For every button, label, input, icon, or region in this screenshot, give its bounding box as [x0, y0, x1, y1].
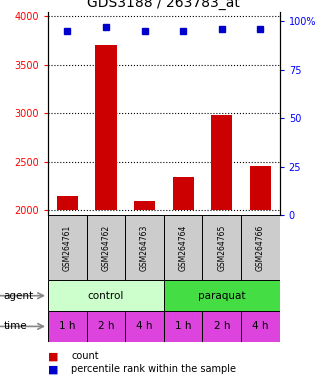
Text: 1 h: 1 h: [59, 321, 75, 331]
Text: GSM264762: GSM264762: [101, 225, 111, 271]
Text: ■: ■: [48, 364, 59, 374]
Text: ■: ■: [48, 351, 59, 361]
Text: GSM264765: GSM264765: [217, 225, 226, 271]
Bar: [164, 311, 203, 342]
Bar: [172, 177, 194, 210]
Bar: [203, 215, 241, 280]
Bar: [125, 311, 164, 342]
Text: percentile rank within the sample: percentile rank within the sample: [71, 364, 236, 374]
Bar: [203, 311, 241, 342]
Title: GDS3188 / 263783_at: GDS3188 / 263783_at: [87, 0, 240, 10]
Bar: [57, 196, 78, 210]
Bar: [164, 215, 203, 280]
Bar: [241, 311, 280, 342]
Bar: [241, 215, 280, 280]
Text: 4 h: 4 h: [252, 321, 269, 331]
Text: 2 h: 2 h: [213, 321, 230, 331]
Bar: [48, 280, 164, 311]
Text: 1 h: 1 h: [175, 321, 191, 331]
Text: 2 h: 2 h: [98, 321, 114, 331]
Text: GSM264763: GSM264763: [140, 225, 149, 271]
Text: agent: agent: [3, 291, 33, 301]
Bar: [87, 311, 125, 342]
Bar: [134, 200, 155, 210]
Bar: [211, 115, 232, 210]
Text: time: time: [3, 321, 27, 331]
Bar: [48, 311, 87, 342]
Bar: [48, 215, 87, 280]
Text: GSM264766: GSM264766: [256, 225, 265, 271]
Bar: [87, 215, 125, 280]
Text: GSM264764: GSM264764: [179, 225, 188, 271]
Bar: [250, 166, 271, 210]
Text: control: control: [88, 291, 124, 301]
Text: 4 h: 4 h: [136, 321, 153, 331]
Bar: [95, 45, 117, 210]
Text: GSM264761: GSM264761: [63, 225, 72, 271]
Text: count: count: [71, 351, 99, 361]
Text: paraquat: paraquat: [198, 291, 246, 301]
Bar: [125, 215, 164, 280]
Bar: [164, 280, 280, 311]
